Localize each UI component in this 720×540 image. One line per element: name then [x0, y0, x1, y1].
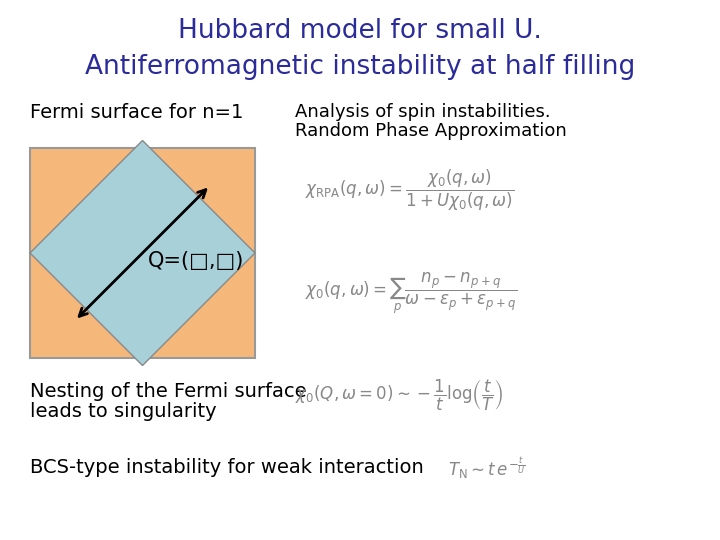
Text: Random Phase Approximation: Random Phase Approximation [295, 122, 567, 140]
Text: Analysis of spin instabilities.: Analysis of spin instabilities. [295, 103, 551, 121]
Text: $\chi_0(Q,\omega=0) \sim -\dfrac{1}{t}\log\!\left(\dfrac{t}{T}\right)$: $\chi_0(Q,\omega=0) \sim -\dfrac{1}{t}\l… [295, 378, 503, 413]
Text: leads to singularity: leads to singularity [30, 402, 217, 421]
Text: Antiferromagnetic instability at half filling: Antiferromagnetic instability at half fi… [85, 54, 635, 80]
Text: Nesting of the Fermi surface: Nesting of the Fermi surface [30, 382, 307, 401]
Text: Fermi surface for n=1: Fermi surface for n=1 [30, 103, 243, 122]
Text: Hubbard model for small U.: Hubbard model for small U. [178, 18, 542, 44]
Text: BCS-type instability for weak interaction: BCS-type instability for weak interactio… [30, 458, 424, 477]
Polygon shape [30, 140, 255, 366]
Bar [30, 148, 255, 358]
Text: $\chi_0(q,\omega) = \sum_{p} \dfrac{n_p - n_{p+q}}{\omega - \epsilon_p + \epsilo: $\chi_0(q,\omega) = \sum_{p} \dfrac{n_p … [305, 270, 517, 315]
Text: $\chi_{\rm RPA}(q,\omega) = \dfrac{\chi_0(q,\omega)}{1 + U\chi_0(q,\omega)}$: $\chi_{\rm RPA}(q,\omega) = \dfrac{\chi_… [305, 168, 514, 213]
Text: $T_{\rm N} \sim t\, e^{-\frac{t}{U}}$: $T_{\rm N} \sim t\, e^{-\frac{t}{U}}$ [448, 455, 526, 481]
Text: Q=(□,□): Q=(□,□) [148, 251, 244, 271]
